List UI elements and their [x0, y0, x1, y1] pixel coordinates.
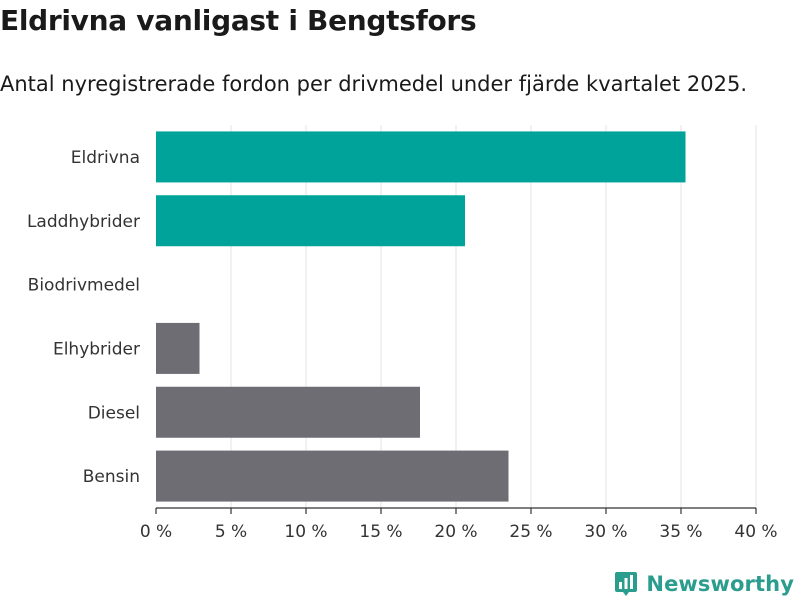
- category-label: Eldrivna: [71, 148, 140, 168]
- x-tick-label: 20 %: [434, 522, 477, 542]
- bar: [156, 131, 686, 183]
- x-tick-label: 30 %: [584, 522, 627, 542]
- chart-title: Eldrivna vanligast i Bengtsfors: [0, 4, 477, 37]
- bar: [156, 450, 509, 502]
- category-label: Laddhybrider: [27, 212, 140, 232]
- x-tick-label: 0 %: [140, 522, 172, 542]
- category-label: Elhybrider: [53, 339, 140, 359]
- category-label: Biodrivmedel: [28, 276, 140, 296]
- x-tick-label: 35 %: [659, 522, 702, 542]
- x-tick-label: 10 %: [284, 522, 327, 542]
- bar: [156, 386, 420, 438]
- newsworthy-logo: Newsworthy: [614, 570, 794, 598]
- bar: [156, 195, 465, 247]
- chart-subtitle: Antal nyregistrerade fordon per drivmede…: [0, 72, 748, 96]
- x-tick-label: 15 %: [359, 522, 402, 542]
- bar-chart: Eldrivna Laddhybrider Biodrivmedel Elhybrid…: [27, 125, 778, 542]
- category-label: Bensin: [83, 467, 140, 487]
- logo-text: Newsworthy: [646, 572, 794, 596]
- category-label: Diesel: [88, 403, 140, 423]
- x-tick-label: 40 %: [734, 522, 777, 542]
- x-tick-label: 5 %: [215, 522, 247, 542]
- bar: [156, 322, 200, 374]
- x-tick-label: 25 %: [509, 522, 552, 542]
- bar-chart-icon: [615, 572, 638, 596]
